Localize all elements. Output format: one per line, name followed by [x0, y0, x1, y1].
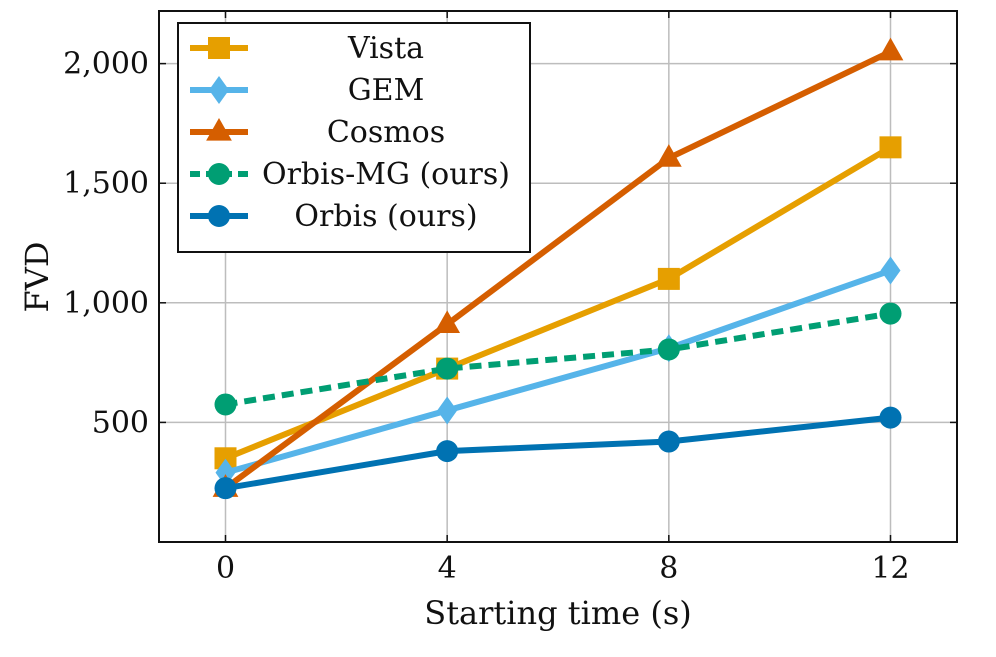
data-point [879, 136, 902, 159]
legend-label: GEM [348, 73, 425, 108]
x-tick-label: 0 [216, 551, 235, 586]
legend-label: Cosmos [327, 115, 445, 150]
series-gem [215, 256, 901, 487]
legend-label: Orbis (ours) [294, 199, 477, 234]
data-point [436, 357, 459, 380]
y-tick-label: 1,500 [63, 166, 149, 201]
data-point [657, 430, 680, 453]
legend-marker [208, 37, 230, 59]
legend-label: Vista [347, 31, 424, 66]
y-axis-title: FVD [18, 242, 56, 313]
x-axis-title: Starting time (s) [424, 594, 691, 632]
data-point [214, 447, 237, 470]
x-tick-label: 12 [871, 551, 909, 586]
data-point [879, 406, 902, 429]
legend-marker [208, 205, 230, 227]
data-point [436, 440, 459, 463]
series-orbis-ours [214, 406, 902, 500]
data-point [655, 144, 682, 167]
data-point [437, 396, 458, 425]
legend-entry: Orbis (ours) [190, 199, 478, 234]
legend-label: Orbis-MG (ours) [262, 157, 510, 192]
series-lines [212, 37, 904, 500]
series-orbis-mg-ours [214, 302, 902, 416]
series-line [223, 48, 892, 491]
data-point [214, 477, 237, 500]
legend-entry: GEM [190, 73, 424, 108]
data-point [877, 37, 904, 61]
data-point [879, 302, 902, 325]
data-point [880, 256, 901, 285]
legend-entry: Orbis-MG (ours) [190, 157, 510, 192]
series-line [224, 144, 893, 462]
y-tick-label: 500 [92, 405, 149, 440]
series-line [225, 310, 891, 408]
legend-marker [206, 118, 232, 141]
x-tick-label: 8 [659, 551, 678, 586]
y-tick-label: 2,000 [63, 47, 149, 82]
data-point [657, 338, 680, 361]
series-line [224, 267, 892, 476]
legend-entry: Vista [190, 31, 424, 66]
data-point [434, 310, 461, 334]
x-tick-label: 4 [438, 551, 457, 586]
legend-marker [208, 163, 230, 185]
y-tick-label: 1,000 [63, 286, 149, 321]
series-line [225, 414, 891, 492]
legend-entry: Cosmos [190, 115, 445, 150]
data-point [214, 393, 237, 416]
legend: Vista GEM Cosmos Orbis-MG (ours) Orbis (ours… [177, 22, 531, 253]
data-point [657, 267, 680, 290]
plot-frame [158, 10, 958, 543]
legend-marker [209, 76, 229, 104]
axis-ticks: 0 4 8 12 500 1,000 1,500 2,000 [63, 11, 957, 586]
